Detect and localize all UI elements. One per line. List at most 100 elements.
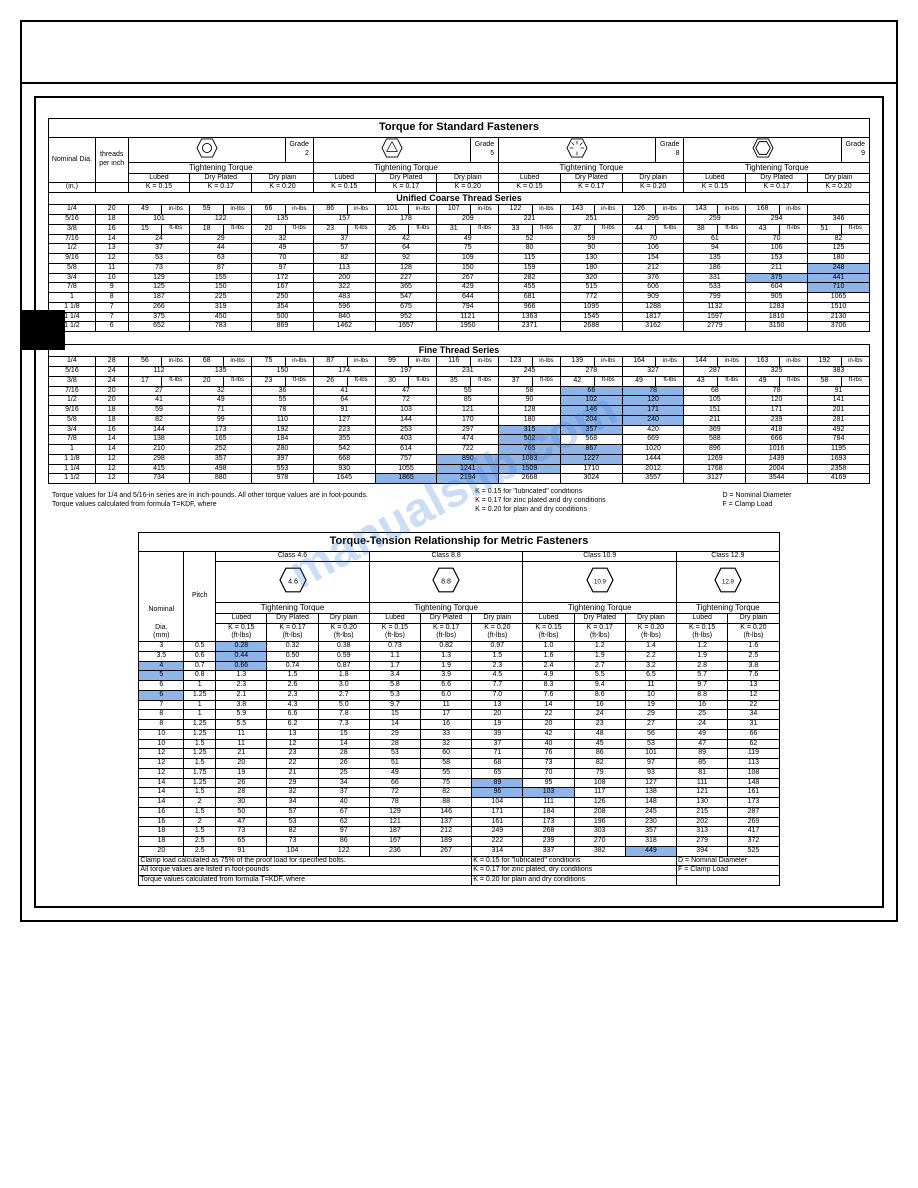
m-fn2: All torque values are listed in foot-pou… [139,866,779,876]
val-cell: 192 [252,425,314,435]
val-cell: 1.9 [677,651,728,661]
val-cell: 121 [369,817,420,827]
val-cell: 82 [808,234,870,244]
val-cell: 70 [746,234,808,244]
val-cell: 70 [622,234,684,244]
val-cell: 87 [190,263,252,273]
table-row: 181872252504835476446817729097999051065 [49,293,870,303]
val-cell: 23 [267,749,318,759]
unit-cell: in-lbs [779,357,807,367]
val-cell: 0.66 [216,661,267,671]
val-cell: 43 [684,376,718,386]
val-cell: 120 [622,396,684,406]
table-row: 202.591104122236267314337382449394525 [139,846,779,856]
val-cell: 483 [313,293,375,303]
val-cell: 121 [437,406,499,416]
val-cell: 66 [728,729,779,739]
val-cell: 2779 [684,322,746,332]
val-cell: 108 [574,778,625,788]
dia-cell: 10 [139,729,184,739]
val-cell: 596 [313,302,375,312]
val-cell: 722 [437,445,499,455]
pitch-cell: 1.25 [184,749,216,759]
unit-cell: in-lbs [224,357,252,367]
val-cell: 357 [190,454,252,464]
dia-cell: 3.5 [139,651,184,661]
val-cell: 3544 [746,474,808,484]
val-cell: 449 [625,846,676,856]
val-cell: 0.28 [216,642,267,652]
val-cell: 103 [375,406,437,416]
val-cell: 85 [677,759,728,769]
val-cell: 896 [684,445,746,455]
m-title: Torque-Tension Relationship for Metric F… [139,533,779,552]
val-cell: 30 [375,376,409,386]
val-cell: 1462 [313,322,375,332]
val-cell: 298 [128,454,190,464]
uc-head: Unified Coarse Thread Series [49,193,870,205]
val-cell: 1510 [808,302,870,312]
unit-cell: ft-lbs [285,224,313,234]
val-cell: 167 [252,283,314,293]
dia-cell: 3/4 [49,425,96,435]
val-cell: 101 [625,749,676,759]
val-cell: 251 [560,215,622,225]
val-cell: 35 [437,376,471,386]
val-cell: 15 [369,710,420,720]
val-cell: 418 [746,425,808,435]
fn1k: K = 0.15 for "lubricated" conditions [472,856,677,866]
val-cell: 25 [318,768,369,778]
val-cell: 28 [369,739,420,749]
val-cell: 138 [128,435,190,445]
table-row: 1 1/872663193545966757949661095128811321… [49,302,870,312]
val-cell: 515 [560,283,622,293]
val-cell: 227 [375,273,437,283]
mc: Dry Plated [421,613,472,623]
val-cell: 59 [560,234,622,244]
val-cell: 500 [252,312,314,322]
val-cell: 223 [313,425,375,435]
pitch-cell: 2.5 [184,846,216,856]
m-fn1: Clamp load calculated as 75% of the proo… [139,856,779,866]
unit-cell: ft-lbs [594,224,622,234]
val-cell: 58 [499,386,561,396]
pitch-cell: 1.5 [184,759,216,769]
m-hex-3: 12.9 [677,561,780,602]
dia-cell: 3/4 [49,273,96,283]
val-cell: 9.7 [677,681,728,691]
table-row: 9/16125363708292109115130154135153180 [49,254,870,264]
val-cell: 12 [267,739,318,749]
val-cell: 710 [808,283,870,293]
val-cell: 1444 [622,454,684,464]
val-cell: 143 [684,205,718,215]
val-cell: 7.8 [318,710,369,720]
table-row: 1/42049in-lbs59in-lbs66in-lbs86in-lbs101… [49,205,870,215]
val-cell: 2.7 [318,690,369,700]
val-cell: 51 [369,759,420,769]
val-cell: 1363 [499,312,561,322]
fn3: Torque values calculated from formula T=… [139,876,472,886]
val-cell: 5.5 [216,720,267,730]
title: Torque for Standard Fasteners [49,119,870,138]
unit-cell: ft-lbs [224,376,252,386]
val-cell: 202 [677,817,728,827]
val-cell: 668 [313,454,375,464]
unit-cell: ft-lbs [532,224,560,234]
val-cell: 11 [625,681,676,691]
val-cell: 49 [369,768,420,778]
dia-cell: 10 [139,739,184,749]
val-cell: 125 [128,283,190,293]
val-cell: 82 [267,827,318,837]
val-cell: 1121 [437,312,499,322]
val-cell: 99 [375,357,409,367]
val-cell: 67 [318,807,369,817]
val-cell: 2.4 [523,661,574,671]
val-cell: 187 [369,827,420,837]
dia-cell: 1 1/8 [49,454,96,464]
val-cell: 346 [808,215,870,225]
table-row: 121.520222651586873829785113 [139,759,779,769]
val-cell: 303 [574,827,625,837]
val-cell: 1.3 [216,671,267,681]
val-cell: 28 [318,749,369,759]
table-row: 61.252.12.32.75.36.07.07.68.6108.812 [139,690,779,700]
